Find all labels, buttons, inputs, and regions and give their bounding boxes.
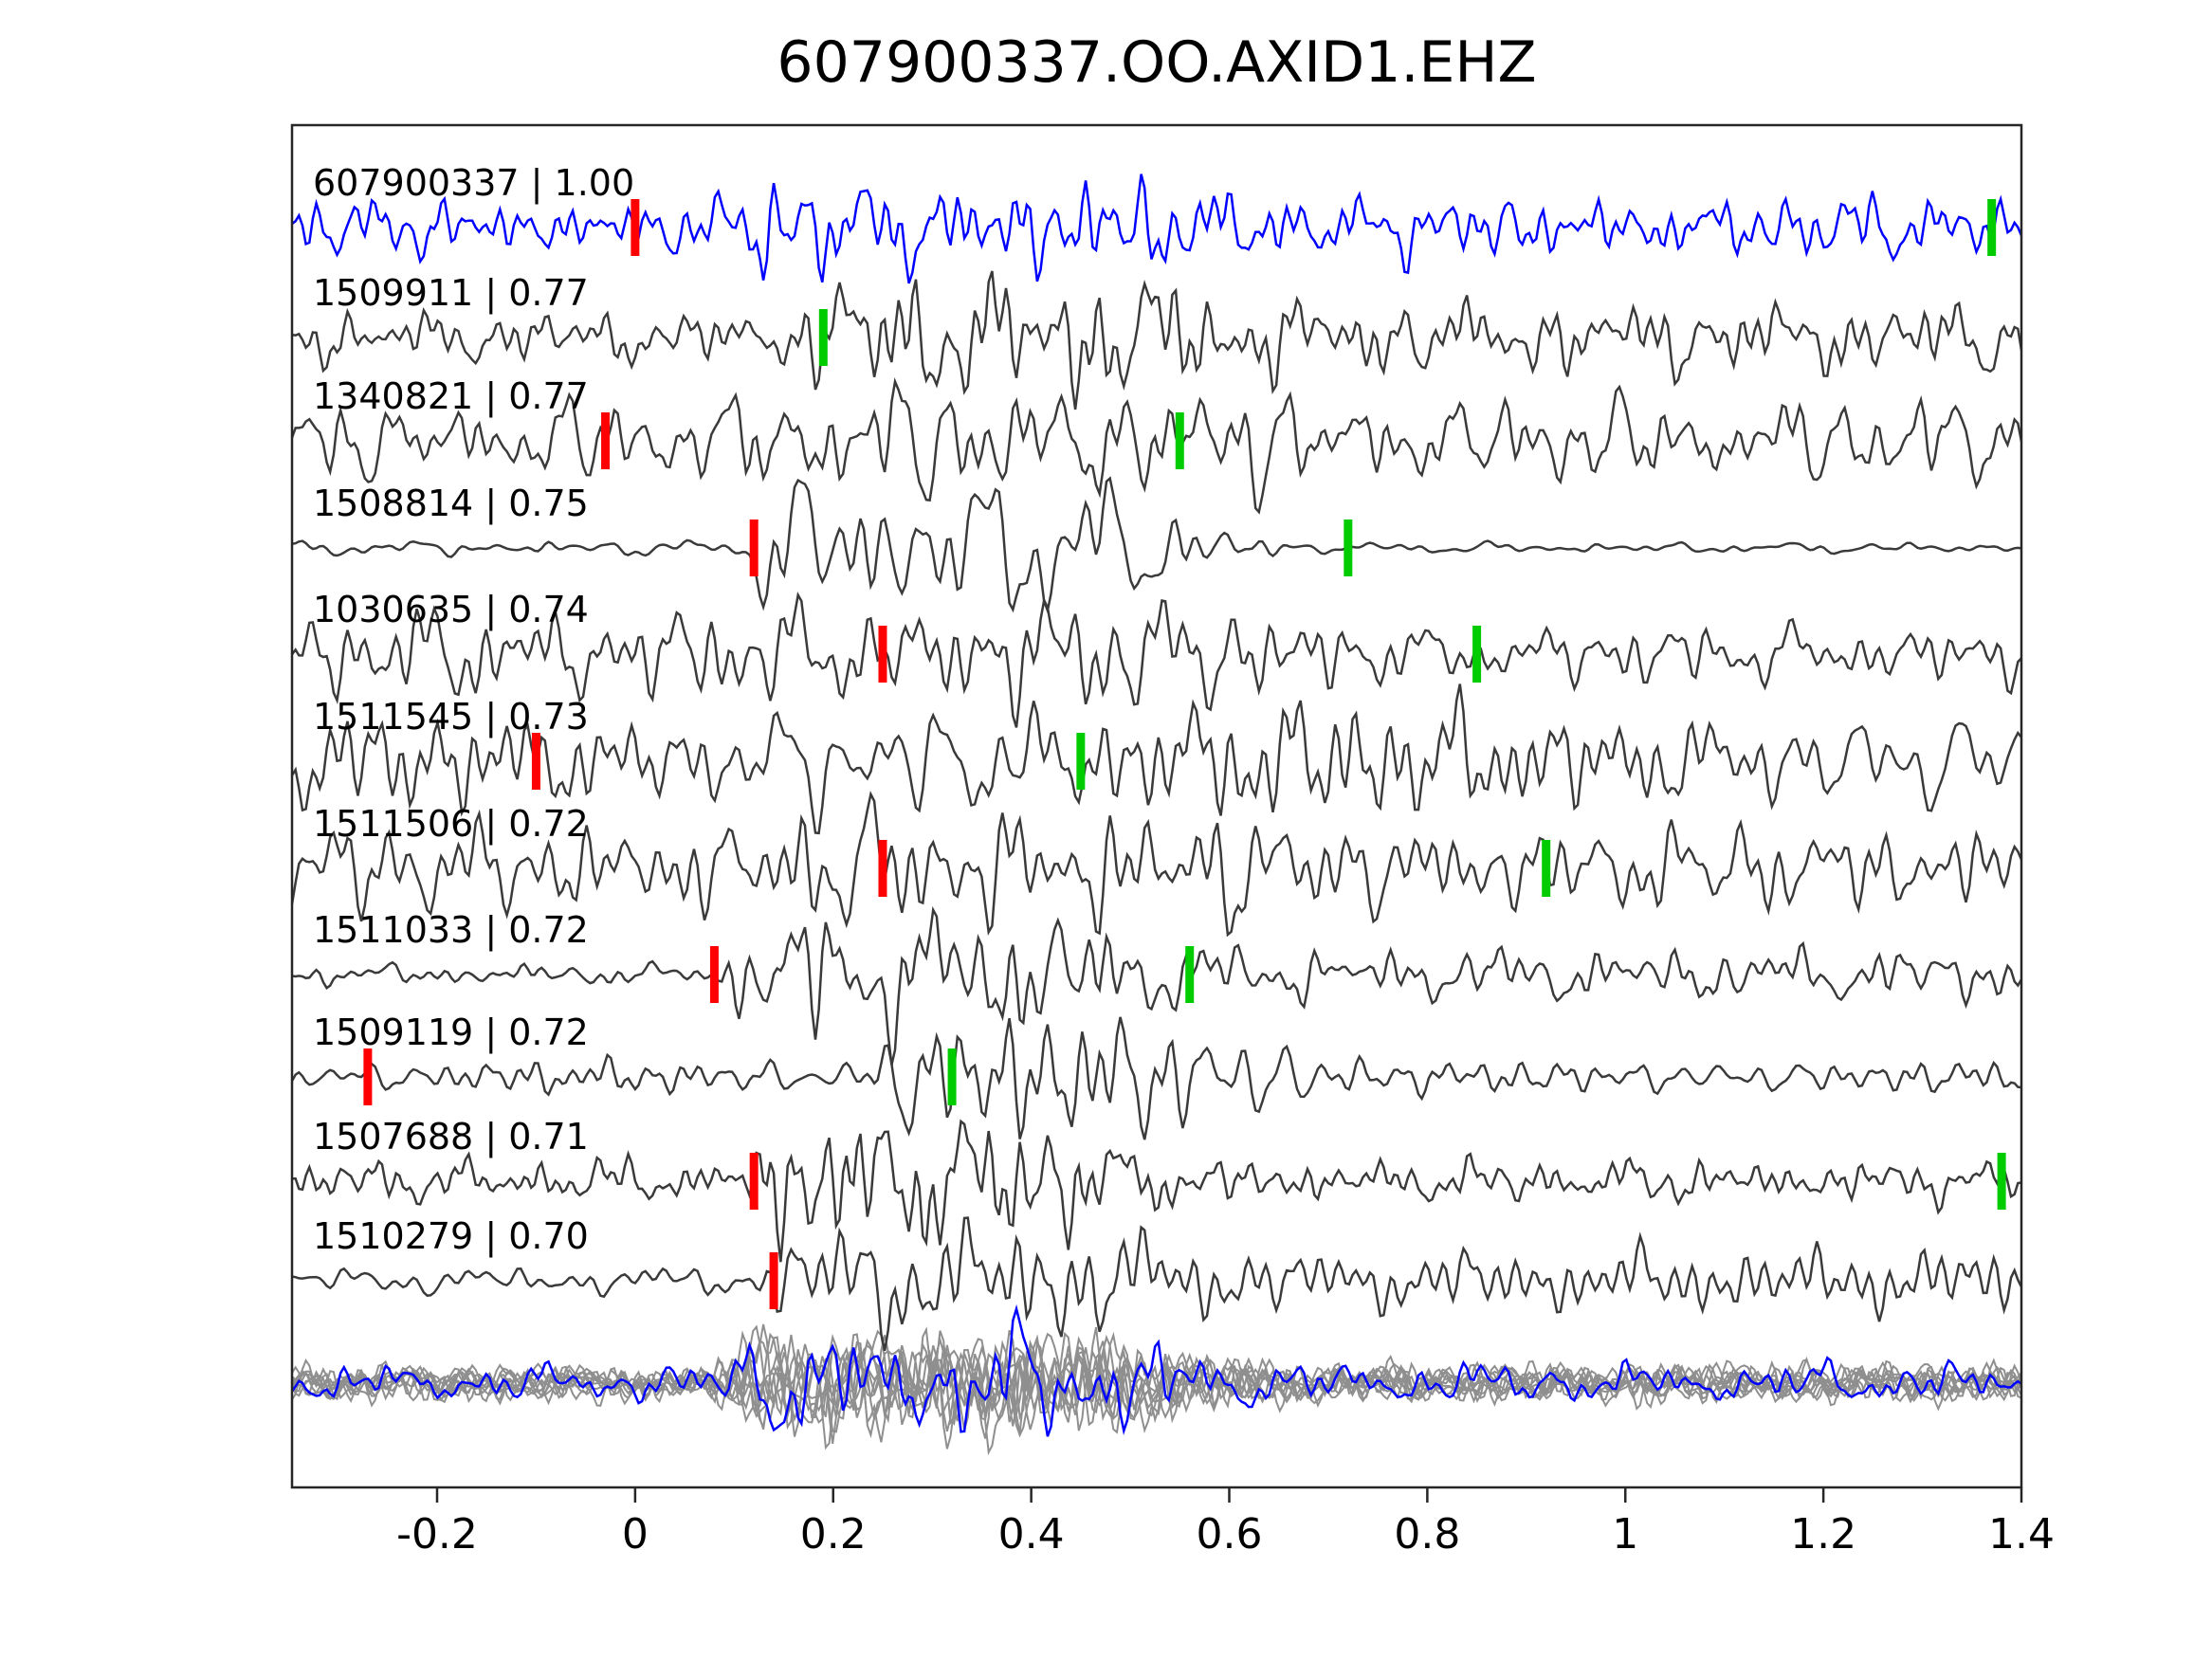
x-tick-label: 0.2 (800, 1510, 867, 1559)
trace-waveform-1510279 (292, 1216, 2021, 1352)
trace-waveform-1340821 (292, 376, 2021, 515)
trace-waveform-1509119 (292, 1016, 2021, 1140)
trace-label-1511545: 1511545 | 0.73 (313, 696, 589, 738)
trace-waveform-1511545 (292, 684, 2021, 835)
trace-label-1511506: 1511506 | 0.72 (313, 803, 589, 846)
x-tick-label: 0 (622, 1510, 649, 1559)
plot-border (290, 123, 2023, 1489)
x-tick-label: 1.2 (1790, 1510, 1856, 1559)
overlay-template-trace (292, 1304, 2021, 1437)
trace-waveform-1511506 (292, 791, 2021, 938)
x-tick-label: 0.6 (1197, 1510, 1263, 1559)
pick-markers-layer (363, 199, 2006, 1309)
x-tick-label: 1.4 (1988, 1510, 2055, 1559)
trace-label-1507688: 1507688 | 0.71 (313, 1116, 589, 1158)
trace-labels-layer: 607900337 | 1.00 1509911 | 0.77 1340821 | … (313, 162, 634, 1258)
overlay-trace (292, 1326, 2021, 1443)
x-axis: -0.2 0 0.2 0.4 0.6 0.8 1 1.2 1.4 (396, 1487, 2055, 1559)
trace-label-1510279: 1510279 | 0.70 (313, 1215, 589, 1258)
trace-waveform-1509911 (292, 270, 2021, 410)
trace-label-607900337: 607900337 | 1.00 (313, 162, 634, 205)
trace-label-1509911: 1509911 | 0.77 (313, 272, 589, 315)
plot-area (292, 173, 2021, 1456)
trace-waveform-1508814 (292, 476, 2021, 615)
trace-waveform-607900337 (292, 173, 2021, 284)
overlay-trace (292, 1331, 2021, 1445)
trace-waveform-1511033 (292, 905, 2021, 1066)
trace-label-1509119: 1509119 | 0.72 (313, 1012, 589, 1054)
x-tick-label: -0.2 (396, 1510, 478, 1559)
trace-label-1340821: 1340821 | 0.77 (313, 375, 589, 418)
overlay-trace (292, 1324, 2021, 1438)
trace-waveform-1507688 (292, 1119, 2021, 1263)
chart-title: 607900337.OO.AXID1.EHZ (777, 29, 1536, 96)
trace-label-1508814: 1508814 | 0.75 (313, 483, 589, 525)
trace-label-1511033: 1511033 | 0.72 (313, 909, 589, 952)
trace-waveform-1030635 (292, 591, 2021, 728)
x-tick-label: 1 (1612, 1510, 1638, 1559)
x-tick-label: 0.4 (998, 1510, 1065, 1559)
x-tick-label: 0.8 (1394, 1510, 1460, 1559)
trace-label-1030635: 1030635 | 0.74 (313, 589, 589, 631)
